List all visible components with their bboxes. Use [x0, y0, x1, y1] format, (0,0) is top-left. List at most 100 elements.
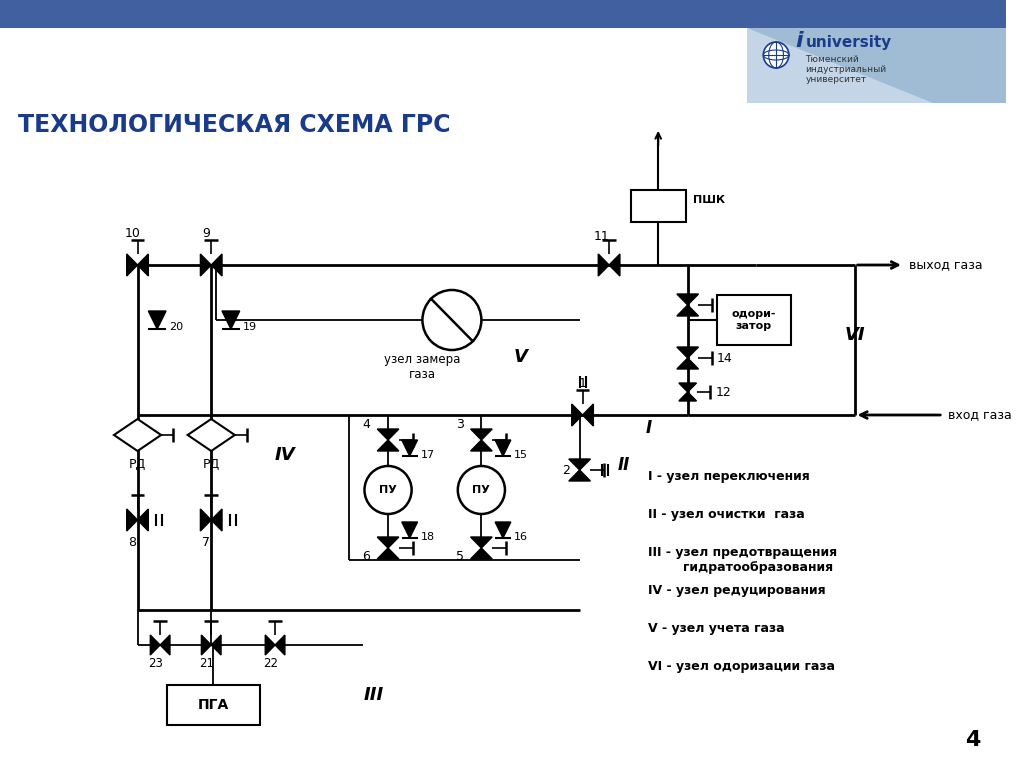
Polygon shape [677, 305, 698, 316]
Text: ПУ: ПУ [472, 485, 490, 495]
Polygon shape [471, 429, 493, 440]
Text: VI - узел одоризации газа: VI - узел одоризации газа [648, 660, 836, 673]
Text: 3: 3 [456, 418, 464, 431]
Polygon shape [471, 548, 493, 559]
Polygon shape [148, 311, 166, 329]
Polygon shape [677, 358, 698, 369]
Text: 11: 11 [593, 230, 609, 243]
Polygon shape [211, 254, 222, 276]
Polygon shape [571, 404, 583, 426]
Text: 22: 22 [263, 657, 278, 670]
Polygon shape [137, 509, 148, 531]
Polygon shape [201, 509, 211, 531]
Text: IV: IV [274, 446, 295, 464]
Polygon shape [679, 383, 696, 392]
Polygon shape [187, 419, 234, 451]
Polygon shape [598, 254, 609, 276]
Text: II - узел очистки  газа: II - узел очистки газа [648, 508, 805, 521]
Text: 23: 23 [147, 657, 163, 670]
Text: 19: 19 [243, 322, 257, 332]
Polygon shape [275, 635, 285, 655]
Bar [0, 0, 1006, 28]
Polygon shape [211, 635, 221, 655]
Polygon shape [127, 509, 137, 531]
Polygon shape [583, 404, 593, 426]
Text: I - узел переключения: I - узел переключения [648, 470, 810, 483]
Polygon shape [265, 635, 275, 655]
Text: ПГА: ПГА [198, 698, 229, 712]
Polygon shape [568, 470, 591, 481]
Polygon shape [377, 537, 399, 548]
Text: 18: 18 [421, 532, 434, 542]
Polygon shape [377, 429, 399, 440]
Text: выход газа: выход газа [908, 258, 982, 272]
Text: 6: 6 [362, 550, 371, 563]
Text: 15: 15 [514, 450, 527, 460]
Text: 1: 1 [579, 377, 587, 390]
Text: II: II [617, 456, 630, 474]
Text: 14: 14 [717, 351, 733, 364]
Text: I: I [645, 419, 651, 437]
Text: 5: 5 [456, 550, 464, 563]
Text: 13: 13 [717, 298, 733, 311]
Bar [167, 685, 260, 725]
Text: 12: 12 [715, 386, 731, 399]
Polygon shape [202, 635, 211, 655]
Polygon shape [746, 28, 1006, 103]
Text: 4: 4 [965, 730, 980, 750]
Polygon shape [401, 522, 418, 538]
Text: РД: РД [129, 458, 146, 471]
Polygon shape [137, 254, 148, 276]
Text: i: i [796, 31, 804, 51]
Text: 9: 9 [203, 227, 210, 240]
Text: вход газа: вход газа [948, 409, 1012, 422]
Polygon shape [160, 635, 170, 655]
Text: 7: 7 [203, 536, 210, 549]
Text: газа: газа [409, 368, 436, 381]
Text: 4: 4 [362, 418, 371, 431]
Polygon shape [677, 294, 698, 305]
Text: индустриальный: индустриальный [806, 65, 887, 74]
Text: IV - узел редуцирования: IV - узел редуцирования [648, 584, 826, 597]
Polygon shape [151, 635, 160, 655]
Polygon shape [471, 537, 493, 548]
Text: университет: университет [806, 75, 866, 84]
Text: ТЕХНОЛОГИЧЕСКАЯ СХЕМА ГРС: ТЕХНОЛОГИЧЕСКАЯ СХЕМА ГРС [17, 113, 451, 137]
Text: 8: 8 [129, 536, 136, 549]
Polygon shape [401, 440, 418, 456]
Polygon shape [114, 419, 161, 451]
Text: VI: VI [845, 326, 865, 344]
Text: ПУ: ПУ [379, 485, 397, 495]
Text: 17: 17 [421, 450, 434, 460]
Bar [746, 28, 1006, 103]
Polygon shape [568, 459, 591, 470]
Text: 2: 2 [562, 463, 569, 476]
Circle shape [365, 466, 412, 514]
Polygon shape [222, 311, 240, 329]
Text: узел замера: узел замера [384, 353, 461, 366]
Text: V: V [514, 348, 527, 366]
Circle shape [423, 290, 481, 350]
Bar [717, 295, 791, 345]
Bar [631, 190, 686, 222]
Polygon shape [377, 548, 399, 559]
Polygon shape [127, 254, 137, 276]
Polygon shape [471, 440, 493, 451]
Polygon shape [679, 392, 696, 401]
Text: V - узел учета газа: V - узел учета газа [648, 622, 785, 635]
Polygon shape [211, 509, 222, 531]
Text: 16: 16 [514, 532, 527, 542]
Polygon shape [496, 440, 511, 456]
Polygon shape [609, 254, 620, 276]
Polygon shape [677, 347, 698, 358]
Polygon shape [377, 440, 399, 451]
Text: Тюменский: Тюменский [806, 55, 859, 64]
Text: 20: 20 [169, 322, 183, 332]
Text: 10: 10 [125, 227, 140, 240]
Polygon shape [201, 254, 211, 276]
Circle shape [458, 466, 505, 514]
Text: III - узел предотвращения
        гидратообразования: III - узел предотвращения гидратообразов… [648, 546, 838, 574]
Text: одори-
затор: одори- затор [732, 309, 776, 331]
Text: university: university [806, 35, 892, 50]
Text: РД: РД [203, 458, 220, 471]
